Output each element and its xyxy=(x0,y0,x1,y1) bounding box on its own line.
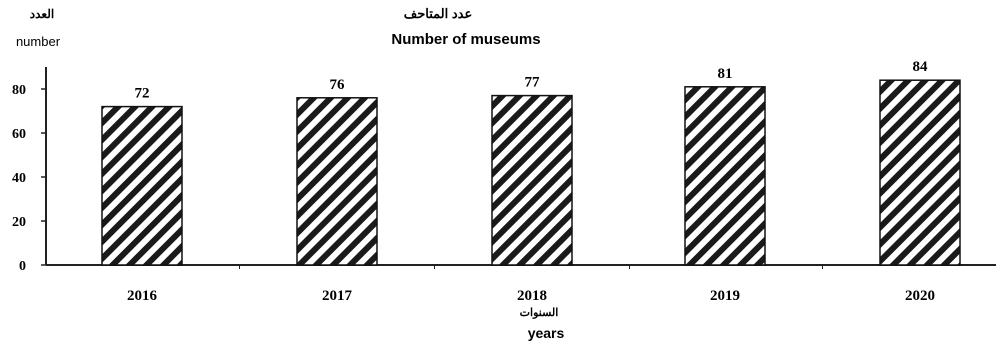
bar-2016 xyxy=(101,105,183,266)
chart-title: Number of museums xyxy=(391,31,540,48)
data-label-2016: 72 xyxy=(135,86,150,102)
y-tick-label: 0 xyxy=(19,259,26,274)
x-axis-label-arabic: السنوات xyxy=(520,307,559,319)
y-tick-label: 20 xyxy=(12,215,26,230)
x-tick-label-2018: 2018 xyxy=(517,288,547,304)
data-label-2017: 76 xyxy=(330,77,346,93)
bar-2020 xyxy=(879,79,961,266)
y-axis-ticks: 0 20 40 60 80 xyxy=(12,83,46,274)
x-axis-label: years xyxy=(528,325,565,341)
labels-group: 72 2016 76 2017 77 2018 81 2019 84 2020 xyxy=(127,59,935,304)
data-label-2020: 84 xyxy=(913,59,929,75)
data-label-2018: 77 xyxy=(525,75,541,91)
y-tick-label: 60 xyxy=(12,127,26,142)
y-tick-label: 80 xyxy=(12,83,26,98)
bars-group xyxy=(101,79,961,266)
bar-2018 xyxy=(491,94,573,266)
y-tick-label: 40 xyxy=(12,171,26,186)
x-tick-label-2020: 2020 xyxy=(905,288,935,304)
y-axis-label: number xyxy=(16,34,61,49)
bar-2017 xyxy=(296,97,378,266)
bar-2019 xyxy=(684,86,766,266)
x-tick-label-2019: 2019 xyxy=(710,288,740,304)
y-axis-label-arabic: العدد xyxy=(30,7,54,21)
data-label-2019: 81 xyxy=(718,66,733,82)
x-tick-label-2016: 2016 xyxy=(127,288,158,304)
chart-title-arabic: عدد المتاحف xyxy=(404,6,472,21)
x-tick-label-2017: 2017 xyxy=(322,288,353,304)
